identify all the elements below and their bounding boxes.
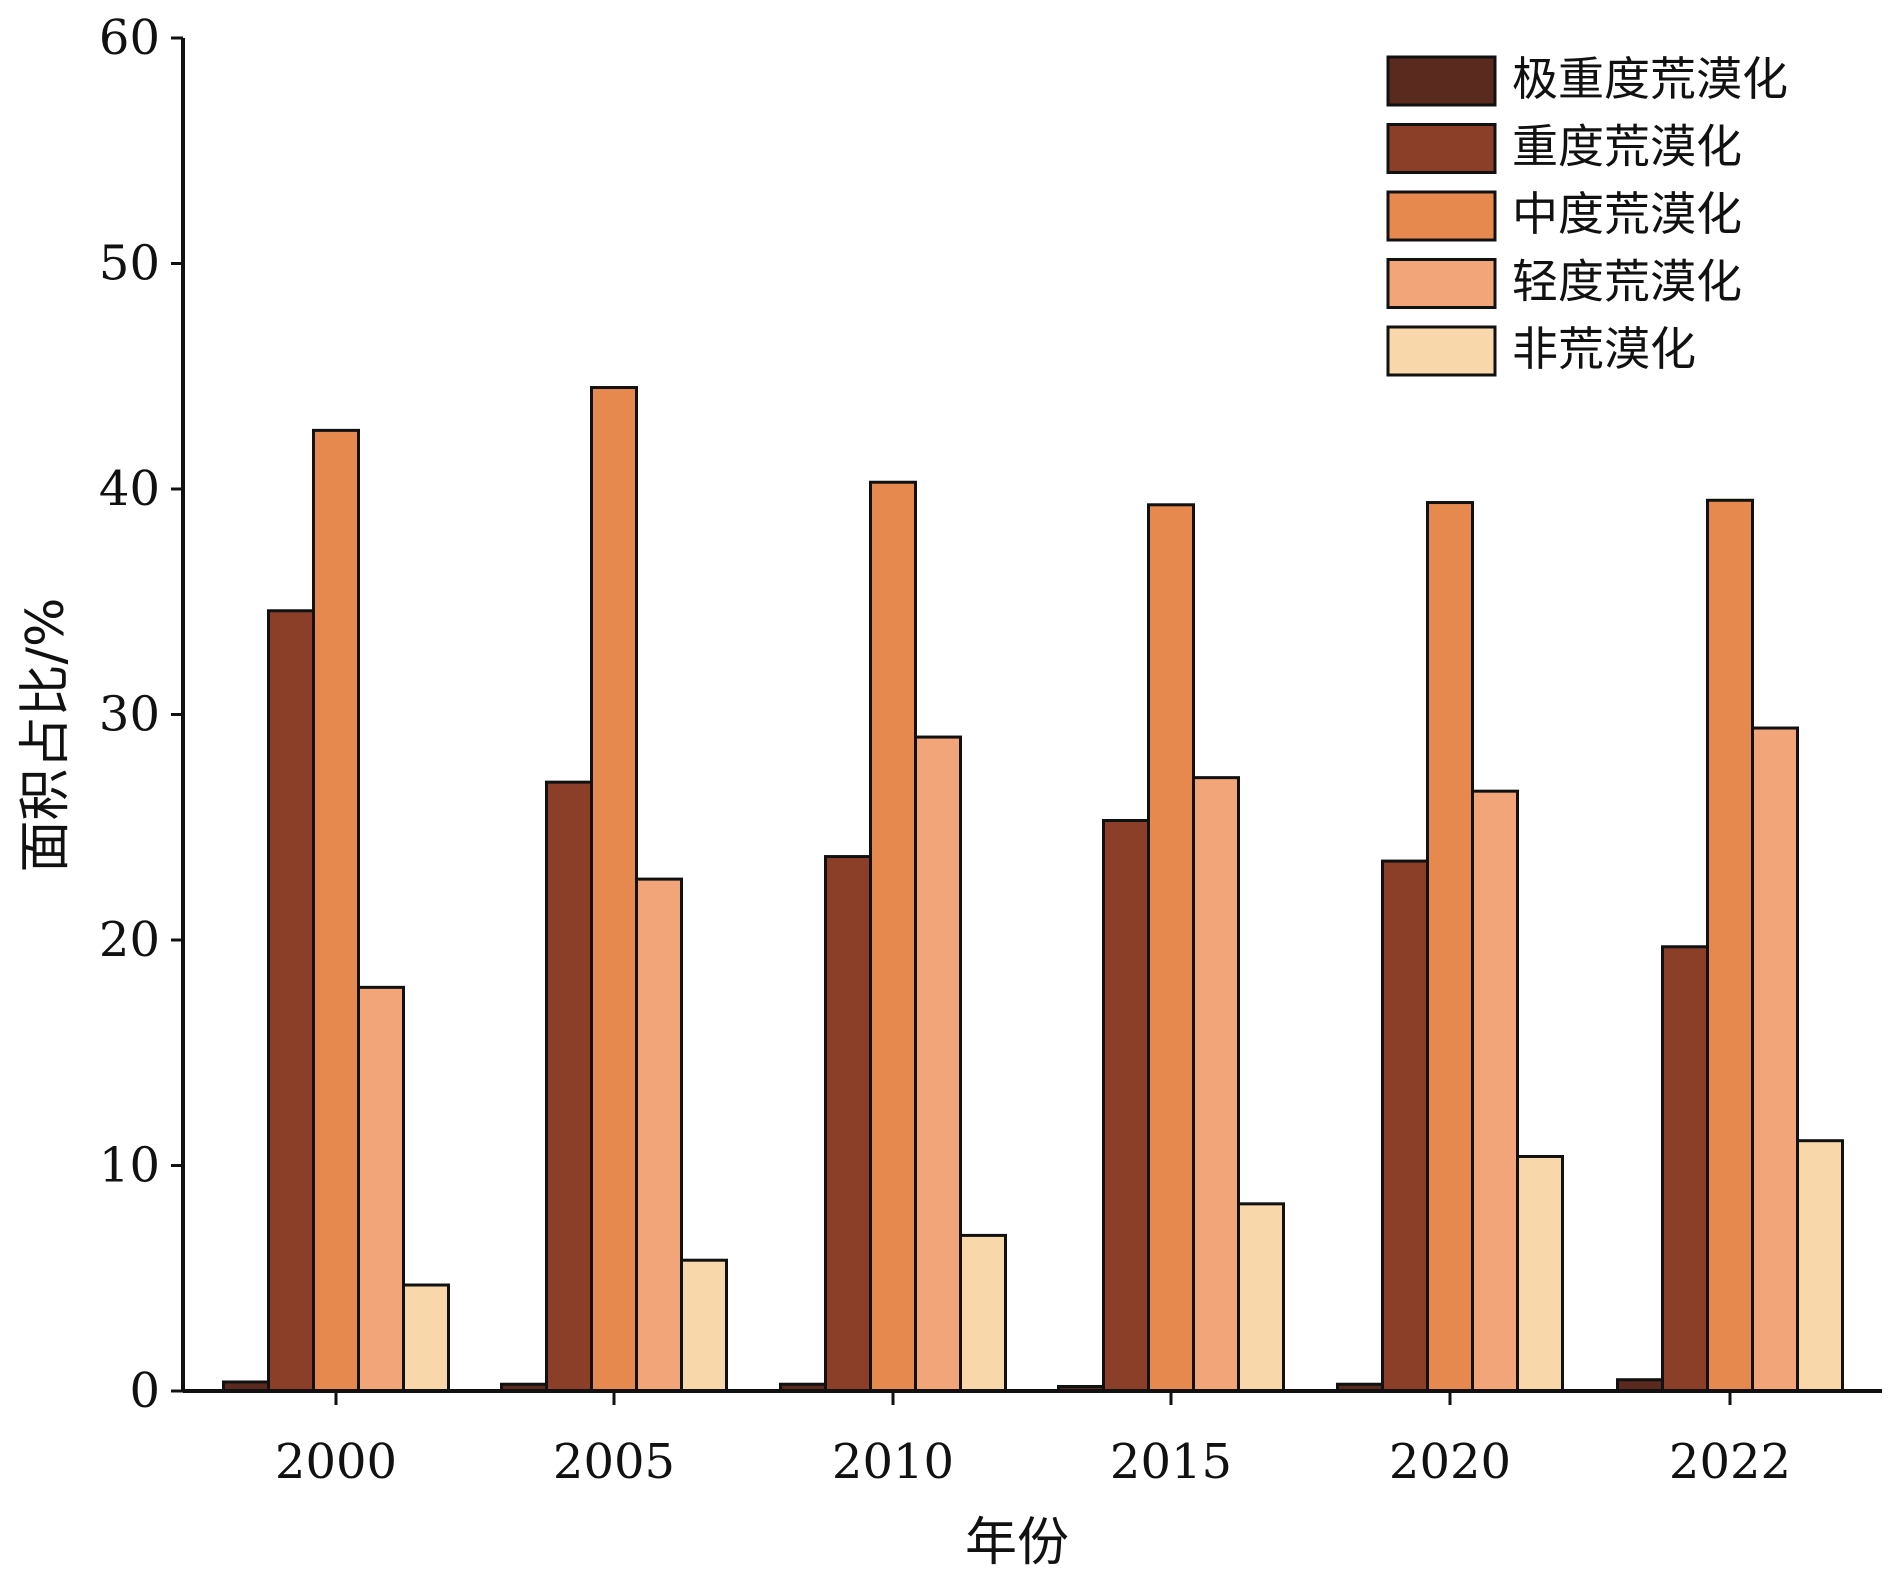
bar-2000-中度荒漠化 [312, 428, 360, 1393]
bar-2010-重度荒漠化 [824, 855, 872, 1393]
ticks-layer: 0 10 20 30 40 50 60 2000 2005 2010 2015 2020 2022 [99, 10, 1791, 1490]
legend-swatch-极重度荒漠化 [1386, 55, 1497, 107]
bar-2015-重度荒漠化 [1102, 818, 1150, 1393]
y-tick-label-60: 60 [99, 10, 160, 66]
legend-label-重度荒漠化: 重度荒漠化 [1512, 120, 1742, 174]
bar-2005-中度荒漠化 [590, 386, 638, 1393]
legend-label-轻度荒漠化: 轻度荒漠化 [1512, 255, 1742, 309]
legend-label-极重度荒漠化: 极重度荒漠化 [1512, 52, 1788, 106]
x-tick-label-2010: 2010 [832, 1434, 954, 1490]
bar-2020-重度荒漠化 [1381, 859, 1429, 1393]
legend-label-中度荒漠化: 中度荒漠化 [1512, 187, 1742, 241]
bar-2022-重度荒漠化 [1661, 945, 1709, 1393]
legend-swatch-中度荒漠化 [1386, 190, 1497, 242]
y-tick-label-0: 0 [129, 1363, 160, 1419]
bars-layer [222, 386, 1844, 1393]
x-axis-title: 年份 [965, 1513, 1069, 1573]
bar-2010-中度荒漠化 [869, 480, 917, 1393]
y-tick-label-10: 10 [99, 1138, 160, 1194]
bar-2000-轻度荒漠化 [357, 985, 405, 1393]
x-tick-label-2015: 2015 [1110, 1434, 1232, 1490]
bar-2010-非荒漠化 [959, 1233, 1007, 1393]
bar-2005-非荒漠化 [680, 1258, 728, 1393]
legend-label-非荒漠化: 非荒漠化 [1512, 322, 1696, 376]
bar-2020-非荒漠化 [1516, 1154, 1564, 1393]
bar-2015-非荒漠化 [1237, 1202, 1285, 1393]
legend-swatch-非荒漠化 [1386, 325, 1497, 377]
y-axis-title: 面积占比/% [16, 598, 76, 873]
bar-2015-轻度荒漠化 [1192, 776, 1240, 1393]
bar-2015-中度荒漠化 [1147, 503, 1195, 1393]
y-tick-label-50: 50 [99, 236, 160, 292]
bar-2005-重度荒漠化 [545, 780, 593, 1393]
y-tick-label-20: 20 [99, 912, 160, 968]
legend-swatch-轻度荒漠化 [1386, 258, 1497, 309]
x-tick-label-2000: 2000 [275, 1434, 397, 1490]
bar-2005-轻度荒漠化 [635, 877, 683, 1393]
x-tick-label-2005: 2005 [553, 1434, 675, 1490]
legend-swatch-重度荒漠化 [1386, 123, 1497, 174]
y-tick-label-30: 30 [99, 687, 160, 743]
bar-2000-重度荒漠化 [267, 609, 315, 1393]
bar-2020-轻度荒漠化 [1471, 789, 1519, 1393]
bar-2000-非荒漠化 [402, 1283, 450, 1393]
y-tick-label-40: 40 [99, 461, 160, 517]
bar-2020-中度荒漠化 [1426, 501, 1474, 1393]
x-tick-label-2020: 2020 [1389, 1434, 1511, 1490]
bar-2010-轻度荒漠化 [914, 735, 962, 1393]
bar-2022-非荒漠化 [1796, 1139, 1844, 1393]
bar-2022-中度荒漠化 [1706, 498, 1754, 1393]
x-tick-label-2022: 2022 [1669, 1434, 1791, 1490]
bar-2022-轻度荒漠化 [1751, 726, 1799, 1393]
